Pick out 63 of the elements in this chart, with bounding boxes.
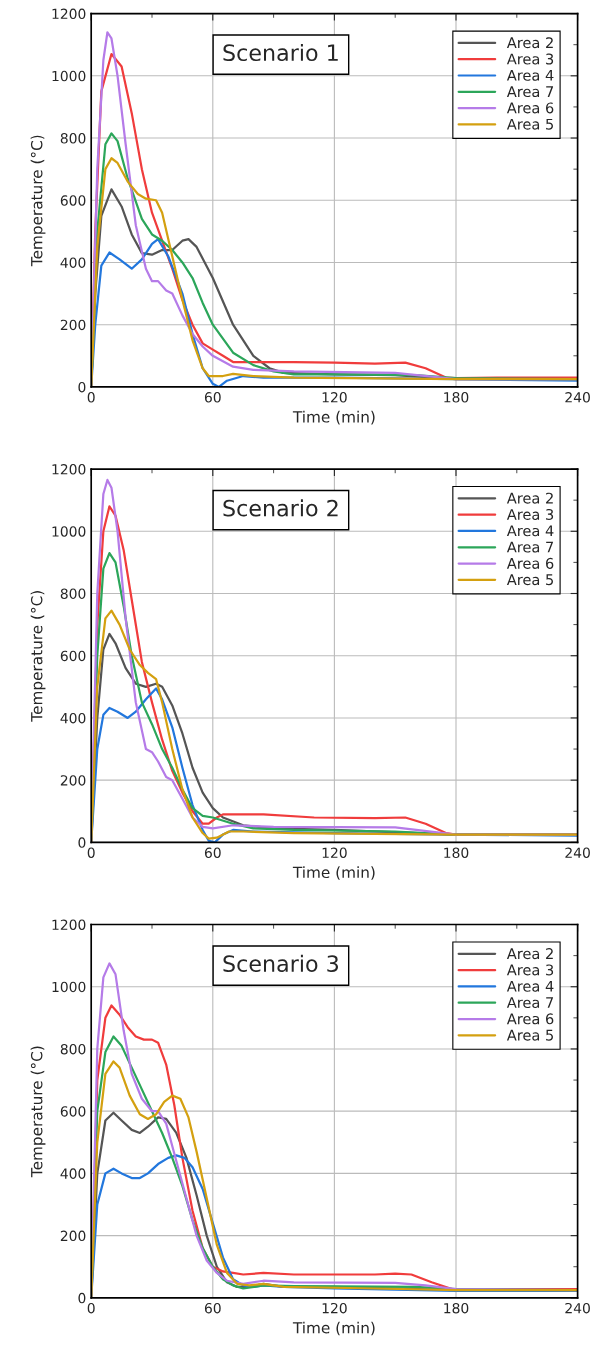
y-axis-title: Temperature (°C) bbox=[30, 135, 46, 267]
x-axis-title: Time (min) bbox=[292, 1321, 375, 1336]
y-tick-label: 600 bbox=[60, 650, 86, 662]
annotation: Scenario 3 bbox=[223, 954, 339, 973]
x-tick-label: 240 bbox=[565, 847, 590, 858]
y-tick-label: 200 bbox=[60, 1230, 86, 1242]
y-tick-label: 800 bbox=[60, 1043, 86, 1055]
annotation: Scenario 1 bbox=[223, 43, 338, 62]
y-tick-label: 400 bbox=[60, 257, 86, 268]
legend-label: Area 4 bbox=[506, 980, 554, 992]
legend-label: Area 2 bbox=[506, 948, 553, 960]
x-tick-label: 120 bbox=[322, 847, 347, 858]
y-axis-title: Temperature (°C) bbox=[30, 1046, 46, 1178]
legend-label: Area 3 bbox=[506, 53, 554, 65]
y-tick-label: 600 bbox=[60, 195, 86, 206]
y-tick-label: 200 bbox=[60, 775, 86, 786]
legend-label: Area 5 bbox=[506, 1029, 553, 1041]
legend-label: Area 2 bbox=[506, 37, 553, 49]
y-tick-label: 1000 bbox=[52, 981, 86, 993]
y-tick-label: 0 bbox=[78, 381, 86, 393]
x-axis-title: Time (min) bbox=[292, 866, 375, 880]
y-tick-label: 0 bbox=[78, 1292, 86, 1304]
legend-label: Area 7 bbox=[506, 86, 554, 98]
y-tick-label: 800 bbox=[60, 588, 86, 599]
x-tick-label: 60 bbox=[204, 392, 221, 403]
y-tick-label: 1200 bbox=[52, 464, 86, 475]
legend-label: Area 6 bbox=[506, 102, 554, 114]
legend-label: Area 4 bbox=[506, 525, 554, 537]
x-tick-label: 60 bbox=[204, 1302, 221, 1314]
y-tick-label: 1200 bbox=[52, 8, 86, 20]
x-tick-label: 180 bbox=[444, 392, 469, 403]
legend-label: Area 7 bbox=[506, 541, 554, 553]
legend-label: Area 7 bbox=[506, 997, 554, 1009]
y-tick-label: 800 bbox=[60, 133, 86, 144]
x-tick-label: 240 bbox=[565, 1302, 590, 1314]
x-axis-title: Time (min) bbox=[292, 410, 375, 425]
y-tick-label: 400 bbox=[60, 1168, 86, 1179]
y-tick-label: 400 bbox=[60, 712, 86, 724]
x-tick-label: 180 bbox=[444, 847, 469, 858]
x-tick-label: 0 bbox=[87, 847, 95, 858]
x-tick-label: 120 bbox=[322, 1302, 347, 1314]
legend-label: Area 3 bbox=[506, 964, 554, 976]
annotation: Scenario 2 bbox=[223, 499, 338, 517]
x-tick-label: 0 bbox=[87, 1302, 95, 1314]
legend-label: Area 4 bbox=[506, 69, 554, 81]
legend-label: Area 5 bbox=[506, 574, 553, 586]
y-tick-label: 200 bbox=[60, 319, 86, 331]
x-tick-label: 0 bbox=[87, 392, 95, 403]
y-tick-label: 1200 bbox=[52, 919, 86, 930]
legend-label: Area 3 bbox=[506, 508, 554, 520]
x-tick-label: 60 bbox=[204, 847, 221, 858]
legend-label: Area 2 bbox=[506, 492, 553, 504]
y-tick-label: 1000 bbox=[52, 70, 86, 82]
x-tick-label: 180 bbox=[444, 1302, 469, 1314]
y-tick-label: 600 bbox=[60, 1106, 86, 1117]
x-tick-label: 120 bbox=[322, 392, 347, 403]
y-tick-label: 0 bbox=[78, 837, 86, 848]
legend-label: Area 5 bbox=[506, 118, 553, 130]
y-tick-label: 1000 bbox=[52, 526, 86, 537]
x-tick-label: 240 bbox=[565, 392, 590, 403]
y-axis-title: Temperature (°C) bbox=[30, 591, 46, 722]
legend-label: Area 6 bbox=[506, 557, 554, 569]
legend-label: Area 6 bbox=[506, 1013, 554, 1025]
